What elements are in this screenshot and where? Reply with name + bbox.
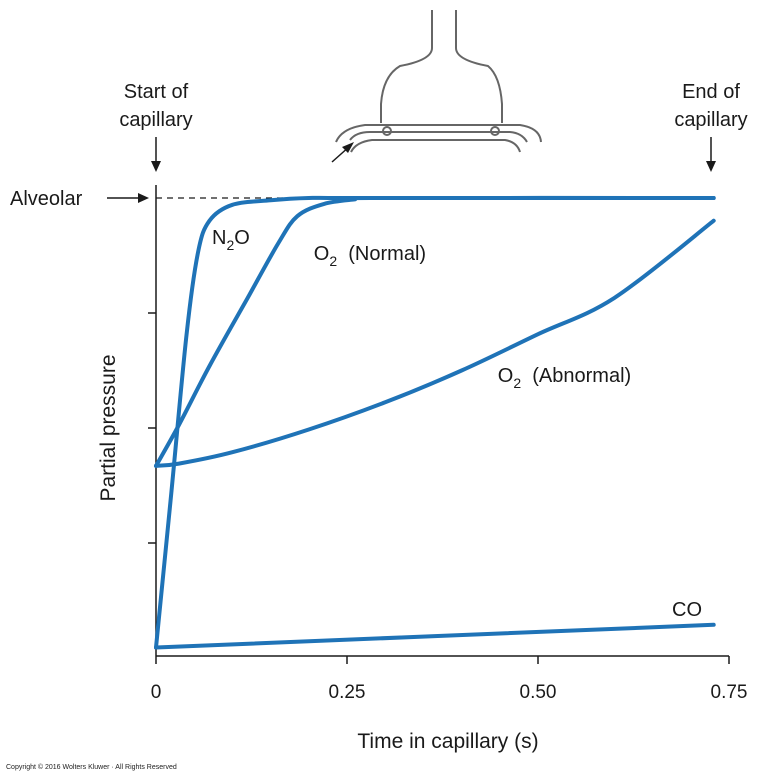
capillary-top bbox=[349, 131, 528, 143]
x-tick-label: 0.25 bbox=[329, 682, 366, 703]
airway-tube bbox=[380, 10, 503, 123]
end-label-line1: End of bbox=[682, 81, 740, 103]
red-cell-left bbox=[382, 126, 392, 136]
y-axis-title: Partial pressure bbox=[97, 354, 120, 501]
x-axis-title: Time in capillary (s) bbox=[357, 730, 538, 753]
start-arrow bbox=[151, 137, 161, 172]
series-label-o2-abnormal: O2 (Abnormal) bbox=[470, 365, 648, 391]
copyright-text: Copyright © 2016 Wolters Kluwer · All Ri… bbox=[6, 764, 177, 771]
alveolar-arrow bbox=[107, 193, 149, 203]
red-cell-right bbox=[490, 126, 500, 136]
x-tick-label: 0.50 bbox=[520, 682, 557, 703]
series-layer bbox=[154, 195, 716, 650]
series-line-co bbox=[154, 622, 716, 650]
x-tick-label: 0.75 bbox=[711, 682, 748, 703]
series-label-o2-normal: O2 (Normal) bbox=[286, 243, 443, 269]
x-tick-label: 0 bbox=[151, 682, 162, 703]
end-arrow bbox=[706, 137, 716, 172]
flow-arrow bbox=[331, 142, 354, 163]
series-line-o2_normal bbox=[154, 195, 716, 468]
y-ticks bbox=[148, 312, 156, 544]
capillary-diagram bbox=[335, 10, 542, 153]
start-label-line2: capillary bbox=[119, 109, 192, 131]
series-line-o2_abnormal bbox=[154, 218, 716, 468]
x-ticks: 0 0.25 0.50 0.75 bbox=[151, 656, 748, 703]
series-label-n2o: N2O bbox=[212, 227, 250, 253]
alveolus-wall bbox=[335, 124, 542, 143]
alveolar-label: Alveolar bbox=[10, 188, 83, 210]
series-label-co: CO bbox=[672, 599, 702, 621]
end-label-line2: capillary bbox=[674, 109, 747, 131]
capillary-bottom bbox=[350, 139, 521, 153]
start-label-line1: Start of bbox=[124, 81, 189, 103]
series-line-n2o bbox=[154, 195, 716, 650]
